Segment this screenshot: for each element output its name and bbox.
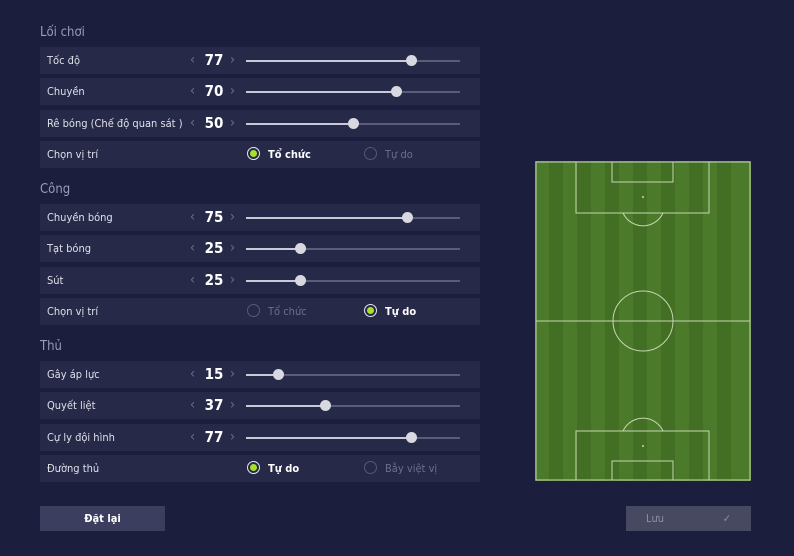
increase-arrow[interactable]: › bbox=[230, 397, 236, 414]
increase-arrow[interactable]: › bbox=[230, 209, 236, 225]
slider-thumb[interactable] bbox=[294, 243, 306, 255]
radio-button[interactable] bbox=[364, 461, 377, 475]
slider-thumb[interactable] bbox=[320, 400, 332, 412]
slider-track bbox=[246, 279, 460, 282]
setting-label: Quyết liệt bbox=[47, 399, 96, 413]
setting-row: Cự ly đội hình ‹ 77 › bbox=[40, 423, 480, 451]
save-label: Lưu bbox=[646, 512, 665, 525]
setting-label: Tạt bóng bbox=[47, 242, 92, 256]
slider-fill bbox=[246, 248, 300, 251]
value-label: 50 bbox=[204, 113, 224, 132]
setting-label: Chọn vị trí bbox=[47, 147, 99, 161]
decrease-arrow[interactable]: ‹ bbox=[190, 428, 196, 445]
increase-arrow[interactable]: › bbox=[230, 271, 236, 288]
slider-track bbox=[246, 405, 460, 408]
setting-label: Sút bbox=[47, 273, 64, 287]
decrease-arrow[interactable]: ‹ bbox=[190, 52, 196, 68]
section-title: Thủ bbox=[40, 339, 62, 354]
radio-label[interactable]: Tự do bbox=[385, 147, 413, 161]
setting-row: Chuyền bóng ‹ 75 › bbox=[40, 204, 480, 231]
radio-button[interactable] bbox=[247, 461, 260, 475]
radio-label[interactable]: Tổ chức bbox=[268, 147, 311, 161]
radio-label[interactable]: Tự do bbox=[268, 461, 300, 475]
slider-thumb[interactable] bbox=[405, 55, 417, 66]
slider-thumb[interactable] bbox=[273, 369, 285, 380]
slider-fill bbox=[246, 405, 326, 408]
setting-row: Chọn vị trí Tổ chức Tự do bbox=[40, 297, 480, 325]
setting-row: Đường thủ Tự do Bẫy việt vị bbox=[40, 454, 480, 482]
setting-row: Quyết liệt ‹ 37 › bbox=[40, 392, 480, 420]
value-label: 75 bbox=[204, 208, 224, 226]
setting-label: Rê bóng (Chế độ quan sát ) bbox=[47, 116, 183, 130]
setting-label: Chuyền bbox=[47, 85, 85, 99]
setting-row: Chuyền ‹ 70 › bbox=[40, 78, 480, 106]
slider-fill bbox=[246, 91, 396, 94]
slider-thumb[interactable] bbox=[405, 431, 417, 443]
decrease-arrow[interactable]: ‹ bbox=[190, 114, 196, 131]
slider-track bbox=[246, 374, 460, 376]
increase-arrow[interactable]: › bbox=[230, 52, 236, 68]
slider-fill bbox=[246, 217, 407, 219]
increase-arrow[interactable]: › bbox=[230, 240, 236, 257]
pitch-lines bbox=[535, 161, 751, 481]
value-label: 15 bbox=[204, 365, 224, 383]
setting-row: Chọn vị trí Tổ chức Tự do bbox=[40, 140, 480, 168]
setting-row: Tạt bóng ‹ 25 › bbox=[40, 235, 480, 263]
setting-row: Gây áp lực ‹ 15 › bbox=[40, 361, 480, 388]
setting-label: Cự ly đội hình bbox=[47, 430, 115, 444]
increase-arrow[interactable]: › bbox=[230, 366, 236, 382]
slider-thumb[interactable] bbox=[390, 86, 402, 98]
slider-fill bbox=[246, 374, 279, 376]
radio-label[interactable]: Tự do bbox=[385, 304, 417, 318]
slider-thumb[interactable] bbox=[401, 212, 413, 223]
slider-fill bbox=[246, 279, 300, 282]
setting-row: Sút ‹ 25 › bbox=[40, 266, 480, 294]
check-icon: ✓ bbox=[722, 512, 731, 525]
setting-label: Chuyền bóng bbox=[47, 211, 113, 224]
setting-label: Đường thủ bbox=[47, 461, 100, 475]
radio-label[interactable]: Bẫy việt vị bbox=[385, 461, 438, 475]
value-label: 77 bbox=[204, 51, 224, 69]
decrease-arrow[interactable]: ‹ bbox=[190, 397, 196, 414]
radio-button[interactable] bbox=[364, 147, 377, 161]
section-title: Công bbox=[40, 182, 71, 197]
decrease-arrow[interactable]: ‹ bbox=[190, 83, 196, 100]
slider-fill bbox=[246, 436, 411, 439]
setting-row: Tốc độ ‹ 77 › bbox=[40, 47, 480, 74]
value-label: 37 bbox=[204, 396, 224, 415]
slider-thumb[interactable] bbox=[348, 117, 359, 129]
decrease-arrow[interactable]: ‹ bbox=[190, 209, 196, 225]
decrease-arrow[interactable]: ‹ bbox=[190, 366, 196, 382]
slider-fill bbox=[246, 60, 411, 62]
slider-track bbox=[246, 248, 460, 251]
value-label: 77 bbox=[204, 427, 224, 446]
value-label: 25 bbox=[204, 270, 224, 289]
decrease-arrow[interactable]: ‹ bbox=[190, 240, 196, 257]
decrease-arrow[interactable]: ‹ bbox=[190, 271, 196, 288]
section-title: Lối chơi bbox=[40, 25, 85, 40]
reset-button[interactable]: Đặt lại bbox=[40, 506, 165, 531]
setting-label: Chọn vị trí bbox=[47, 304, 99, 318]
radio-button[interactable] bbox=[247, 304, 260, 318]
slider-thumb[interactable] bbox=[294, 274, 306, 286]
increase-arrow[interactable]: › bbox=[230, 83, 236, 100]
value-label: 25 bbox=[204, 239, 224, 258]
pitch bbox=[535, 161, 751, 481]
value-label: 70 bbox=[204, 82, 224, 101]
increase-arrow[interactable]: › bbox=[230, 428, 236, 445]
setting-label: Gây áp lực bbox=[47, 368, 100, 381]
radio-label[interactable]: Tổ chức bbox=[268, 304, 307, 318]
increase-arrow[interactable]: › bbox=[230, 114, 236, 131]
save-button[interactable]: Lưu ✓ bbox=[626, 506, 751, 531]
setting-label: Tốc độ bbox=[47, 54, 81, 67]
setting-row: Rê bóng (Chế độ quan sát ) ‹ 50 › bbox=[40, 109, 480, 137]
slider-fill bbox=[246, 122, 353, 125]
radio-button[interactable] bbox=[247, 147, 260, 161]
radio-button[interactable] bbox=[364, 304, 377, 318]
